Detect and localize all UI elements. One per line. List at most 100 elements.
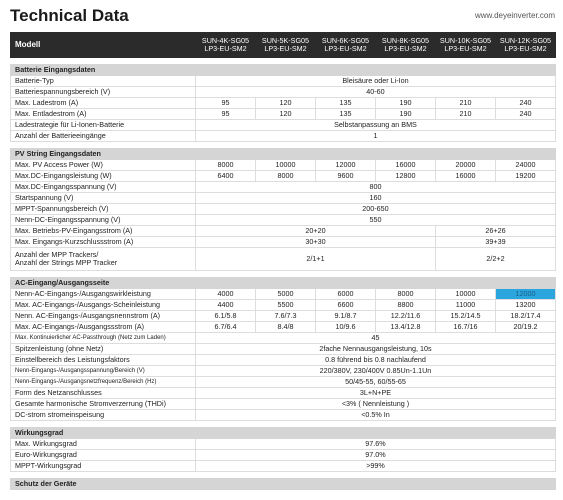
row-label-text: Max. AC-Eingangs-/Ausgangs-Scheinleistun… [15, 300, 161, 309]
value-cell: 7.6/7.3 [255, 310, 316, 322]
gap-cell [10, 141, 556, 149]
row-label: Nenn-AC-Eingangs-/Ausgangswirkleistung [10, 288, 196, 300]
model-header-row: Modell SUN-4K-SG05 LP3-EU-SM2 SUN-5K-SG05… [10, 32, 556, 58]
table-row: Max. PV Access Power (W) 8000 10000 12000 16… [10, 159, 556, 171]
model-column-header: Modell [10, 32, 196, 58]
value-cell: 20+20 [195, 225, 436, 237]
value-cell: 8.4/8 [255, 321, 316, 333]
section-header-row: Wirkungsgrad [10, 427, 556, 439]
row-label-text: MPPT-Wirkungsgrad [15, 461, 82, 470]
value-cell: 5500 [255, 299, 316, 311]
section-header-row: Batterie Eingangsdaten [10, 64, 556, 76]
row-label: Ladestrategie für Li-Ionen-Batterie [10, 119, 196, 131]
value-cell: 190 [375, 97, 436, 109]
value-cell: 200-650 [195, 203, 556, 215]
model-variant: LP3-EU-SM2 [264, 44, 307, 53]
table-row: Euro-Wirkungsgrad 97.0% [10, 449, 556, 461]
value-cell: 26+26 [435, 225, 556, 237]
model-name: SUN-12K-SG05 [499, 36, 552, 45]
value-cell: 12000 [315, 159, 376, 171]
section-title: Wirkungsgrad [10, 427, 556, 439]
value-cell: 15.2/14.5 [435, 310, 496, 322]
row-label: Einstellbereich des Leistungsfaktors [10, 354, 196, 366]
value-cell: 50/45-55, 60/55-65 [195, 376, 556, 388]
row-label: Gesamte harmonische Stromverzerrung (THD… [10, 398, 196, 410]
table-row: Max. Eingangs-Kurzschlussstrom (A) 30+30 3… [10, 236, 556, 248]
model-header-cell: SUN-6K-SG05 LP3-EU-SM2 [315, 32, 376, 58]
value-cell: 18.2/17.4 [495, 310, 556, 322]
row-label-text: Max. Ladestrom (A) [15, 98, 79, 107]
row-label: Max. Eingangs-Kurzschlussstrom (A) [10, 236, 196, 248]
value-cell: 2/1+1 [195, 247, 436, 271]
table-row: Max. Kontinuierlicher AC-Passthrough (Ne… [10, 332, 556, 344]
table-row: Spitzenleistung (ohne Netz) 2fache Nennau… [10, 343, 556, 355]
row-label: Max. PV Access Power (W) [10, 159, 196, 171]
table-row: Max.DC-Eingangsleistung (W) 6400 8000 9600 1… [10, 170, 556, 182]
section-gap [10, 57, 556, 65]
value-cell: 8800 [375, 299, 436, 311]
table-row: Nenn-Eingangs-/Ausgangsspannung/Bereich … [10, 365, 556, 377]
row-label-text: Max.DC-Eingangsspannung (V) [15, 182, 117, 191]
table-row: Max. Ladestrom (A) 95 120 135 190 210 240 [10, 97, 556, 109]
row-label: Nenn-Eingangs-/Ausgangsspannung/Bereich … [10, 365, 196, 377]
row-label: Startspannung (V) [10, 192, 196, 204]
row-label-text: Nenn-Eingangs-/Ausgangsnetzfrequenz/Bere… [15, 379, 157, 385]
table-row: MPPT-Wirkungsgrad >99% [10, 460, 556, 472]
model-name: SUN-8K-SG05 [381, 36, 430, 45]
row-label-text: Max. Betriebs-PV-Eingangsstrom (A) [15, 226, 133, 235]
row-label-text: Max. PV Access Power (W) [15, 160, 103, 169]
value-cell: 800 [195, 181, 556, 193]
table-row: Max. AC-Eingangs-/Ausgangs-Scheinleistun… [10, 299, 556, 311]
value-cell: <0.5% In [195, 409, 556, 421]
value-cell: 220/380V, 230/400V 0.85Un-1.1Un [195, 365, 556, 377]
row-label-text: Max. Wirkungsgrad [15, 439, 77, 448]
model-header-cell: SUN-5K-SG05 LP3-EU-SM2 [255, 32, 316, 58]
row-label: Batteriespannungsbereich (V) [10, 86, 196, 98]
model-name: SUN-4K-SG05 [201, 36, 250, 45]
row-label: Max. AC-Eingangs-/Ausgangs-Scheinleistun… [10, 299, 196, 311]
value-cell: 45 [195, 332, 556, 344]
value-cell: 8000 [375, 288, 436, 300]
value-cell: 120 [255, 97, 316, 109]
row-label-text: Ladestrategie für Li-Ionen-Batterie [15, 120, 125, 129]
row-label: Nenn. AC-Eingangs-/Ausgangsnennstrom (A) [10, 310, 196, 322]
gap-cell [10, 471, 556, 479]
row-label: Batterie-Typ [10, 75, 196, 87]
value-cell: 1 [195, 130, 556, 142]
value-cell: 210 [435, 97, 496, 109]
value-cell: 8000 [255, 170, 316, 182]
table-row: Nenn. AC-Eingangs-/Ausgangsnennstrom (A)… [10, 310, 556, 322]
row-label: Max. Wirkungsgrad [10, 438, 196, 450]
value-cell: Bleisäure oder Li-Ion [195, 75, 556, 87]
row-label: DC-strom stromeinspeisung [10, 409, 196, 421]
row-label: Max. Entladestrom (A) [10, 108, 196, 120]
value-cell: 6.1/5.8 [195, 310, 256, 322]
section-header-row: Schutz der Geräte [10, 478, 556, 490]
row-label: Nenn-Eingangs-/Ausgangsnetzfrequenz/Bere… [10, 376, 196, 388]
section-title: AC-Eingang/Ausgangsseite [10, 277, 556, 289]
table-row: Batteriespannungsbereich (V) 40-60 [10, 86, 556, 98]
model-variant: LP3-EU-SM2 [324, 44, 367, 53]
row-label: MPPT-Wirkungsgrad [10, 460, 196, 472]
row-label: Max.DC-Eingangsleistung (W) [10, 170, 196, 182]
value-cell: 97.6% [195, 438, 556, 450]
row-label-text: Max.DC-Eingangsleistung (W) [15, 171, 112, 180]
row-label-text: Max. AC-Eingangs-/Ausgangssstrom (A) [15, 322, 145, 331]
row-label-text: Anzahl der MPP Trackers/ [15, 250, 99, 259]
page-title: Technical Data [10, 6, 129, 25]
row-label-text: Nenn-Eingangs-/Ausgangsspannung/Bereich … [15, 368, 145, 374]
gap-cell [10, 270, 556, 278]
value-cell: 6.7/6.4 [195, 321, 256, 333]
value-cell: 24000 [495, 159, 556, 171]
table-row: Gesamte harmonische Stromverzerrung (THD… [10, 398, 556, 410]
value-cell: 10/9.6 [315, 321, 376, 333]
technical-data-table: Modell SUN-4K-SG05 LP3-EU-SM2 SUN-5K-SG05… [10, 32, 556, 490]
row-label-text: Startspannung (V) [15, 193, 74, 202]
model-variant: LP3-EU-SM2 [204, 44, 247, 53]
value-cell: 40-60 [195, 86, 556, 98]
row-label: MPPT-Spannungsbereich (V) [10, 203, 196, 215]
value-cell: 12.2/11.6 [375, 310, 436, 322]
row-label-text: Anzahl der Batterieeingänge [15, 131, 106, 140]
value-cell: 6000 [315, 288, 376, 300]
table-row: Anzahl der MPP Trackers/Anzahl der Strin… [10, 247, 556, 271]
